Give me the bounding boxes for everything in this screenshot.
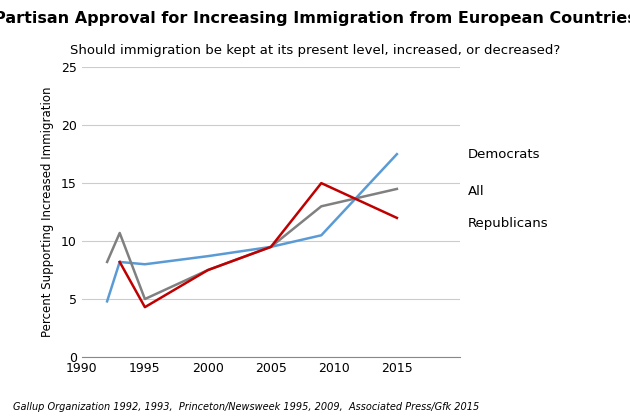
- Text: Gallup Organization 1992, 1993,  Princeton/Newsweek 1995, 2009,  Associated Pres: Gallup Organization 1992, 1993, Princeto…: [13, 402, 479, 412]
- Text: All: All: [467, 185, 484, 198]
- Text: Democrats: Democrats: [467, 148, 540, 160]
- Text: Partisan Approval for Increasing Immigration from European Countries: Partisan Approval for Increasing Immigra…: [0, 10, 630, 26]
- Text: Republicans: Republicans: [467, 217, 548, 230]
- Y-axis label: Percent Supporting Increased Immigration: Percent Supporting Increased Immigration: [41, 87, 54, 337]
- Text: Should immigration be kept at its present level, increased, or decreased?: Should immigration be kept at its presen…: [70, 44, 560, 57]
